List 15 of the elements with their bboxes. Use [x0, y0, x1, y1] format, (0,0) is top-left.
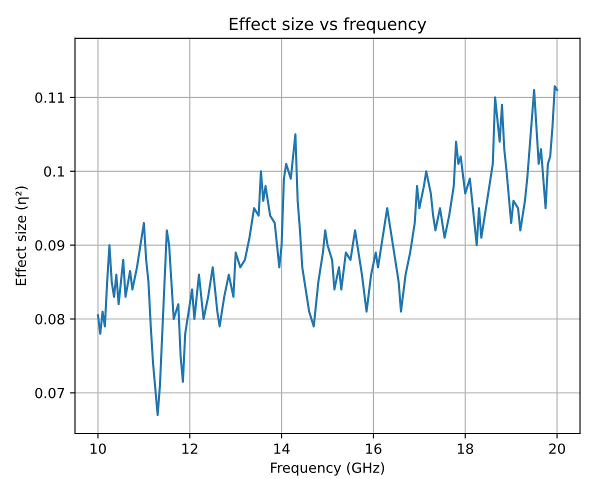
x-tick-label: 16	[366, 443, 382, 454]
x-axis-title: Frequency (GHz)	[271, 462, 384, 476]
y-axis-title: Effect size (η²)	[15, 186, 29, 286]
y-tick-label: 0.08	[35, 314, 64, 324]
x-tick-label: 20	[549, 443, 565, 454]
line-series	[96, 85, 558, 416]
x-tick-label: 14	[274, 444, 290, 454]
x-tick-label: 10	[90, 443, 106, 454]
x-tick-label: 18	[458, 443, 474, 454]
y-tick-label: 0.1	[44, 166, 64, 177]
y-tick-label: 0.09	[35, 240, 64, 251]
chart-title: Effect size vs frequency	[230, 17, 426, 34]
x-tick-label: 12	[182, 443, 198, 454]
y-tick-label: 0.11	[35, 92, 64, 103]
y-tick-label: 0.07	[35, 388, 64, 398]
